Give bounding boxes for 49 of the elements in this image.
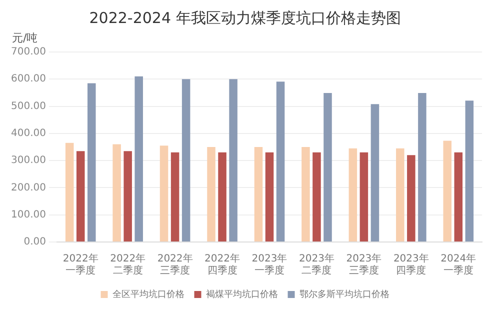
bar bbox=[396, 148, 404, 242]
bar bbox=[87, 83, 96, 242]
bar bbox=[324, 92, 332, 242]
bar bbox=[160, 146, 168, 242]
bar bbox=[124, 151, 132, 242]
x-tick-label: 2023年二季度 bbox=[298, 252, 334, 277]
bar bbox=[207, 147, 216, 242]
bar bbox=[112, 144, 121, 242]
bar bbox=[302, 147, 310, 242]
x-tick-label: 2022年三季度 bbox=[157, 252, 193, 277]
y-tick-label: 100.00 bbox=[10, 209, 46, 220]
y-tick-label: 0.00 bbox=[24, 236, 46, 248]
bar bbox=[134, 76, 143, 242]
x-tick-label: 2023年四季度 bbox=[393, 252, 429, 277]
bar bbox=[370, 104, 380, 242]
bar bbox=[254, 147, 263, 242]
legend-label: 褐煤平均坑口价格 bbox=[206, 288, 278, 300]
legend-label: 全区平均坑口价格 bbox=[112, 288, 184, 300]
chart-title: 2022-2024 年我区动力煤季度坑口价格走势图 bbox=[89, 8, 401, 27]
y-axis-title: 元/吨 bbox=[12, 31, 38, 44]
bar bbox=[76, 151, 85, 242]
y-tick-label: 200.00 bbox=[10, 182, 46, 194]
bar bbox=[265, 152, 274, 242]
bar bbox=[218, 152, 226, 242]
bar bbox=[170, 152, 180, 242]
x-tick-label: 2023年三季度 bbox=[346, 252, 382, 277]
bar bbox=[65, 142, 74, 242]
y-tick-label: 400.00 bbox=[10, 128, 46, 140]
x-tick-label: 2022年二季度 bbox=[110, 252, 146, 277]
bar bbox=[276, 82, 285, 242]
bar bbox=[348, 148, 358, 242]
y-tick-label: 700.00 bbox=[10, 46, 46, 58]
y-tick-label: 300.00 bbox=[10, 155, 46, 166]
legend-label: 鄂尔多斯平均坑口价格 bbox=[299, 288, 390, 300]
bar bbox=[465, 100, 474, 242]
x-tick-label: 2024年一季度 bbox=[440, 252, 476, 277]
x-tick-label: 2022年一季度 bbox=[62, 252, 98, 277]
bar bbox=[229, 79, 238, 242]
bar bbox=[360, 152, 368, 242]
bar bbox=[454, 152, 463, 242]
y-tick-label: 600.00 bbox=[10, 74, 46, 85]
bar bbox=[312, 152, 321, 242]
bar bbox=[418, 92, 426, 242]
bar bbox=[443, 140, 452, 242]
bar bbox=[182, 79, 190, 242]
bar bbox=[407, 155, 416, 242]
y-tick-label: 500.00 bbox=[10, 100, 46, 112]
x-tick-label: 2023年一季度 bbox=[252, 252, 288, 277]
x-tick-label: 2022年四季度 bbox=[204, 252, 240, 277]
